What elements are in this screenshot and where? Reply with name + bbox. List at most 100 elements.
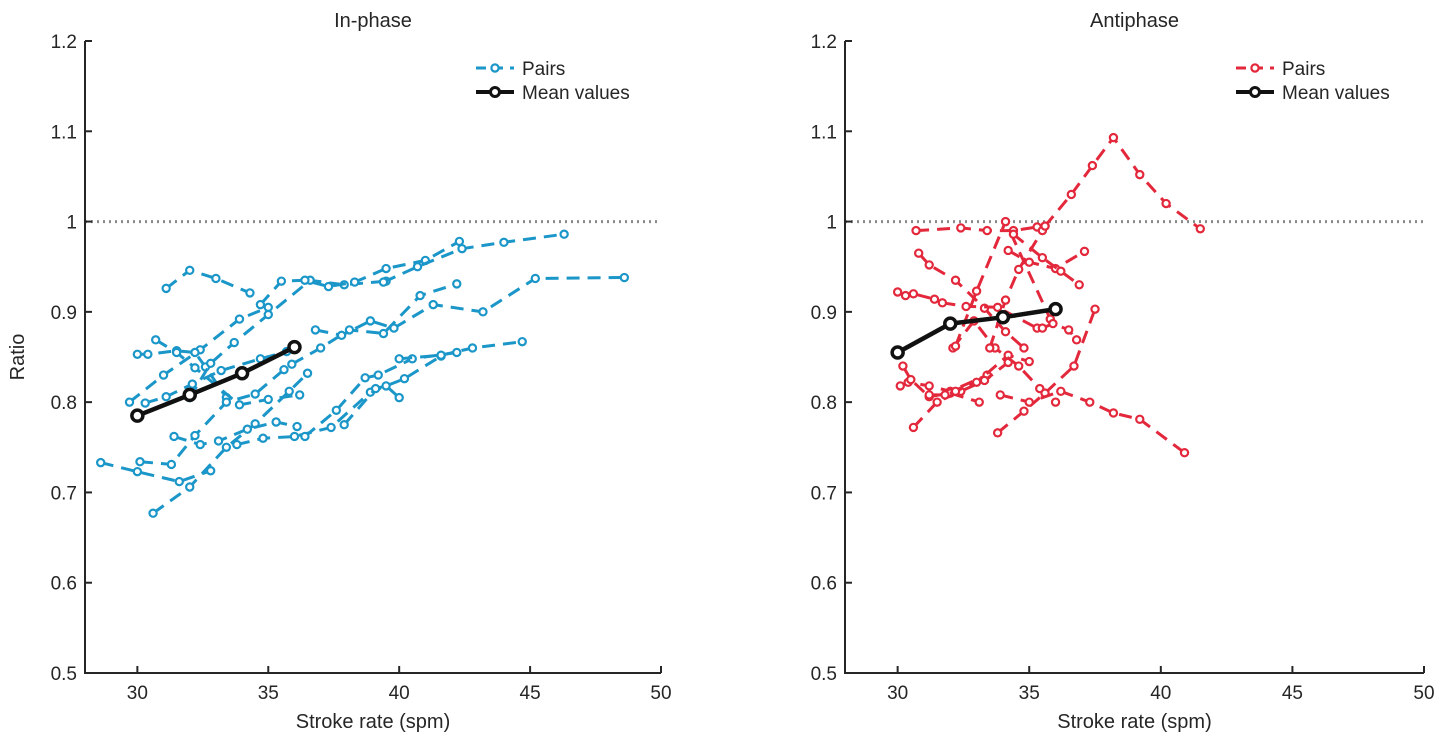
pair-marker	[436, 350, 446, 360]
pair-marker	[1024, 356, 1034, 367]
pair-marker	[950, 341, 961, 351]
mean-marker	[890, 345, 905, 360]
pair-marker	[924, 381, 934, 391]
pair-marker	[381, 381, 391, 391]
y-tick-label: 0.7	[811, 483, 837, 504]
pair-marker	[158, 370, 169, 380]
x-tick-label: 30	[887, 683, 908, 704]
pair-marker	[898, 361, 908, 371]
pair-marker	[190, 363, 200, 373]
pair-marker	[292, 421, 302, 432]
y-tick-label: 1	[66, 213, 77, 234]
pair-line	[291, 282, 458, 366]
pair-marker	[96, 457, 106, 468]
x-tick-label: 45	[520, 683, 541, 704]
pair-marker	[979, 375, 990, 386]
pair-marker	[428, 299, 438, 310]
pair-line	[912, 361, 1010, 429]
legend: Pairs Mean values	[476, 59, 630, 104]
y-tick-label: 0.9	[811, 303, 837, 324]
pair-marker	[961, 301, 971, 312]
pair-marker	[913, 248, 924, 258]
pair-marker	[143, 349, 153, 359]
pair-marker	[452, 279, 462, 289]
pair-marker	[1050, 397, 1061, 407]
pair-marker	[258, 433, 268, 443]
pair-line	[399, 340, 523, 361]
x-axis-label: Stroke rate (spm)	[1057, 711, 1211, 733]
pair-marker	[300, 431, 310, 442]
pair-marker	[906, 374, 916, 385]
pair-marker	[205, 358, 216, 369]
pair-marker	[326, 422, 336, 433]
pair-marker	[378, 277, 389, 287]
pair-line	[1041, 322, 1078, 341]
pair-marker	[150, 335, 161, 345]
pair-marker	[1064, 325, 1074, 335]
pair-marker	[234, 314, 245, 324]
pair-marker	[300, 275, 310, 285]
pair-marker	[1003, 245, 1013, 256]
pair-marker	[452, 347, 462, 358]
x-tick-label: 50	[1413, 683, 1434, 704]
pair-marker	[1074, 280, 1084, 290]
pair-marker	[336, 330, 347, 341]
pair-marker	[213, 436, 224, 446]
pair-marker	[190, 347, 200, 358]
mean-line	[136, 345, 296, 418]
pair-marker	[895, 381, 905, 391]
pair-marker	[276, 276, 287, 286]
pair-marker	[1024, 257, 1034, 267]
pair-marker	[1161, 198, 1171, 209]
legend-mean-marker	[1249, 86, 1261, 98]
x-tick-label: 40	[389, 683, 410, 704]
mean-marker	[1048, 301, 1063, 317]
pair-marker	[166, 459, 177, 470]
pair-marker	[992, 302, 1003, 313]
legend-mean-marker	[489, 86, 501, 98]
y-tick-label: 0.8	[51, 393, 77, 414]
pair-line	[942, 301, 1038, 330]
pair-marker	[331, 405, 342, 415]
pair-marker	[932, 397, 942, 407]
pair-marker	[1000, 295, 1011, 305]
y-tick-label: 0.7	[51, 483, 77, 504]
pair-line	[901, 365, 980, 404]
y-tick-label: 0.9	[51, 303, 77, 324]
pair-marker	[924, 260, 934, 270]
pair-marker	[1071, 335, 1082, 345]
pair-marker	[394, 392, 404, 403]
pair-marker	[373, 370, 383, 380]
pair-line	[303, 351, 458, 438]
legend-mean-label: Mean values	[1282, 83, 1390, 104]
pair-marker	[161, 392, 171, 402]
pair-marker	[263, 302, 273, 313]
pair-marker	[389, 323, 399, 333]
pair-marker	[284, 386, 294, 397]
pair-marker	[185, 265, 195, 276]
pair-marker	[1108, 408, 1119, 418]
x-tick-label: 40	[1150, 683, 1171, 704]
pair-line	[917, 252, 1025, 350]
legend-pairs-label: Pairs	[1282, 59, 1325, 80]
pair-marker	[1108, 132, 1119, 143]
pair-marker	[216, 365, 226, 376]
pair-line	[916, 224, 1046, 233]
panel-antiphase: 0.5 0.6 0.7 0.8 0.9 1 1.1 1.2 30 35 40 45 50 Antiphas…	[811, 10, 1435, 733]
pair-marker	[1000, 327, 1011, 337]
pair-marker	[315, 343, 326, 353]
pair-marker	[360, 373, 370, 383]
pair-marker	[187, 379, 198, 389]
pair-marker	[467, 343, 478, 353]
y-tick-label: 1	[826, 213, 837, 234]
pair-line	[188, 278, 387, 399]
pair-marker	[892, 287, 903, 297]
y-tick-label: 1.1	[811, 122, 837, 143]
x-tick-label: 35	[1019, 683, 1040, 704]
pair-marker	[140, 398, 150, 408]
pair-line	[954, 220, 1052, 347]
pair-marker	[250, 389, 260, 399]
pair-line	[1043, 136, 1202, 231]
pair-marker	[221, 397, 232, 407]
